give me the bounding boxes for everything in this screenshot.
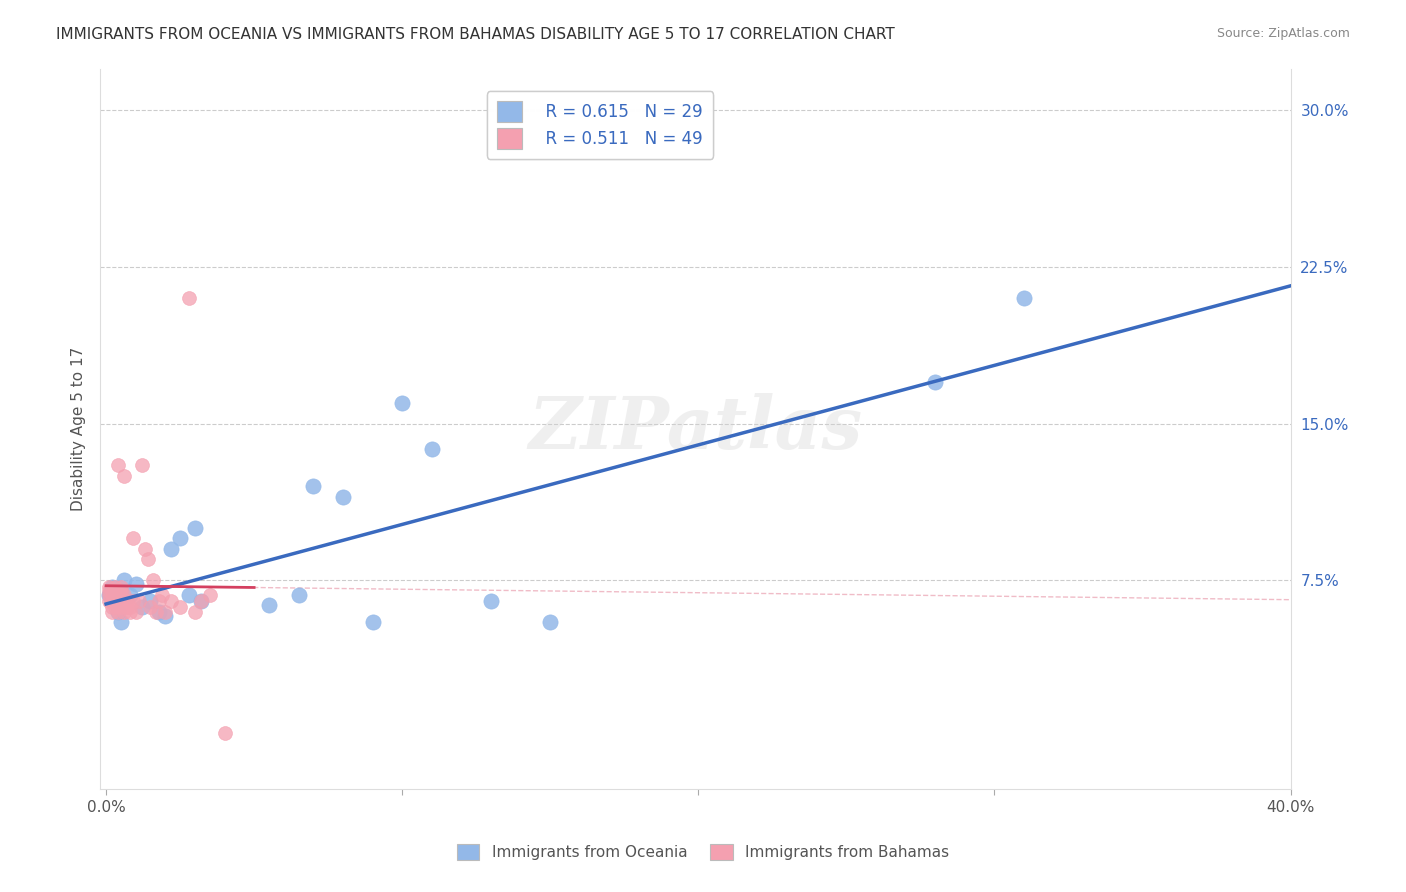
- Point: [361, 615, 384, 629]
- Y-axis label: Disability Age 5 to 17: Disability Age 5 to 17: [72, 347, 86, 511]
- Point: [104, 594, 127, 608]
- Point: [110, 588, 132, 602]
- Point: [110, 615, 132, 629]
- Point: [190, 594, 212, 608]
- Point: [134, 541, 156, 556]
- Point: [145, 605, 167, 619]
- Point: [924, 375, 946, 389]
- Point: [107, 594, 129, 608]
- Point: [131, 600, 153, 615]
- Point: [101, 588, 124, 602]
- Point: [118, 605, 141, 619]
- Point: [98, 580, 121, 594]
- Point: [110, 594, 132, 608]
- Point: [177, 588, 200, 602]
- Point: [98, 588, 121, 602]
- Point: [139, 600, 162, 615]
- Point: [110, 600, 132, 615]
- Point: [479, 594, 502, 608]
- Point: [104, 594, 127, 608]
- Point: [160, 594, 183, 608]
- Point: [136, 552, 159, 566]
- Point: [101, 600, 124, 615]
- Legend: Immigrants from Oceania, Immigrants from Bahamas: Immigrants from Oceania, Immigrants from…: [450, 838, 956, 866]
- Point: [118, 600, 141, 615]
- Point: [148, 605, 170, 619]
- Point: [169, 600, 191, 615]
- Point: [115, 594, 138, 608]
- Point: [121, 532, 143, 546]
- Point: [420, 442, 443, 456]
- Point: [332, 490, 354, 504]
- Point: [155, 608, 177, 623]
- Point: [257, 599, 280, 613]
- Point: [538, 615, 561, 629]
- Point: [112, 574, 135, 588]
- Point: [107, 605, 129, 619]
- Point: [139, 594, 162, 608]
- Point: [190, 594, 212, 608]
- Point: [101, 580, 124, 594]
- Point: [184, 521, 207, 535]
- Point: [214, 725, 236, 739]
- Point: [112, 588, 135, 602]
- Point: [391, 395, 413, 409]
- Point: [101, 583, 124, 598]
- Text: Source: ZipAtlas.com: Source: ZipAtlas.com: [1216, 27, 1350, 40]
- Point: [107, 458, 129, 473]
- Point: [198, 588, 221, 602]
- Point: [287, 588, 309, 602]
- Point: [150, 588, 173, 602]
- Point: [160, 541, 183, 556]
- Point: [107, 605, 129, 619]
- Point: [101, 594, 124, 608]
- Point: [110, 583, 132, 598]
- Point: [104, 580, 127, 594]
- Point: [148, 594, 170, 608]
- Point: [131, 458, 153, 473]
- Point: [110, 580, 132, 594]
- Point: [104, 588, 127, 602]
- Point: [177, 291, 200, 305]
- Point: [128, 594, 150, 608]
- Point: [101, 605, 124, 619]
- Point: [112, 594, 135, 608]
- Point: [112, 605, 135, 619]
- Point: [124, 577, 146, 591]
- Point: [118, 588, 141, 602]
- Point: [124, 605, 146, 619]
- Legend:   R = 0.615   N = 29,   R = 0.511   N = 49: R = 0.615 N = 29, R = 0.511 N = 49: [486, 91, 713, 159]
- Point: [184, 605, 207, 619]
- Point: [98, 583, 121, 598]
- Point: [98, 588, 121, 602]
- Text: IMMIGRANTS FROM OCEANIA VS IMMIGRANTS FROM BAHAMAS DISABILITY AGE 5 TO 17 CORREL: IMMIGRANTS FROM OCEANIA VS IMMIGRANTS FR…: [56, 27, 896, 42]
- Point: [155, 605, 177, 619]
- Point: [302, 479, 325, 493]
- Point: [98, 594, 121, 608]
- Point: [115, 600, 138, 615]
- Point: [121, 594, 143, 608]
- Point: [142, 574, 165, 588]
- Point: [110, 583, 132, 598]
- Point: [112, 468, 135, 483]
- Text: ZIPatlas: ZIPatlas: [529, 393, 862, 465]
- Point: [1012, 291, 1035, 305]
- Point: [169, 532, 191, 546]
- Point: [104, 600, 127, 615]
